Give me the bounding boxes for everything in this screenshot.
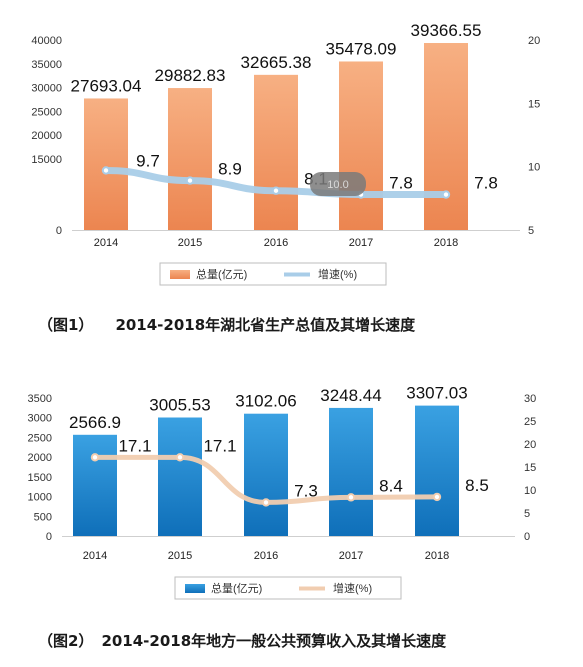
chart2-growth-point [175,453,185,462]
chart2-y-left-tick: 1000 [28,492,52,504]
chart1-y-left-tick: 40000 [31,35,62,47]
chart2-y-left-tick: 3500 [28,393,52,405]
chart1-tooltip-pill [310,172,366,196]
chart1-growth-label: 8.9 [218,160,242,179]
chart1-legend-line-label: 增速(%) [318,267,357,281]
chart1-growth-point [101,166,111,175]
chart1-y-left-tick: 35000 [31,59,62,71]
chart2-x-tick: 2014 [83,550,107,562]
chart1-growth-label: 7.8 [389,174,413,193]
chart2-legend-line-label: 增速(%) [333,581,372,595]
chart2-y-right-tick: 20 [524,439,536,451]
chart1-growth-label: 7.8 [474,174,498,193]
chart2-caption: （图2） 2014-2018年地方一般公共预算收入及其增长速度 [38,630,446,651]
chart1-y-right-tick: 5 [528,225,534,237]
chart1-caption: （图1） 2014-2018年湖北省生产总值及其增长速度 [38,314,415,335]
chart2-growth-label: 17.1 [118,436,151,455]
chart2-growth-point [346,493,356,502]
chart1-x-tick: 2014 [94,237,118,249]
chart1-y-left-tick: 0 [56,225,62,237]
chart2-legend-box [174,576,402,600]
chart2-caption-title: 2014-2018年地方一般公共预算收入及其增长速度 [101,632,447,650]
chart1-x-tick: 2017 [349,237,373,249]
chart1-bar [84,98,128,230]
chart1-legend-bar-label: 总量(亿元) [196,267,247,281]
chart2-y-right-tick: 0 [524,531,530,543]
chart1-bar-value-label: 27693.04 [71,76,142,95]
chart2-bar [73,434,117,536]
chart1-legend-bar-swatch [170,270,190,279]
chart1-y-right-tick: 20 [528,35,540,47]
chart1-bar [339,61,383,231]
chart2-x-tick: 2018 [425,550,449,562]
chart2-y-left-tick: 3000 [28,413,52,425]
chart2-legend-bar-label: 总量(亿元) [211,581,262,595]
chart2-bar [415,405,459,536]
chart2-bar-value-label: 3005.53 [149,395,210,414]
chart1-growth-point [441,190,451,199]
chart1-y-left-tick: 30000 [31,83,62,95]
chart2-growth-label: 8.4 [379,476,403,495]
chart2-bar [329,407,373,536]
chart2-growth-point [261,498,271,507]
chart2-growth-point [90,453,100,462]
chart2-caption-number: （图2） [38,632,94,650]
chart1-growth-label: 9.7 [136,151,160,170]
chart2-growth-label: 8.5 [465,476,489,495]
chart1-bar [424,43,468,231]
chart1-y-left-tick: 20000 [31,130,62,142]
chart1-tooltip-text: 10.0 [327,179,348,191]
chart2-bar [244,413,288,536]
chart1-x-tick: 2018 [434,237,458,249]
chart2-x-tick: 2017 [339,550,363,562]
chart2-growth-point [432,492,442,502]
chart1-caption-number: （图1） [38,316,94,334]
chart1-legend-box [159,262,387,286]
chart1-y-right-tick: 15 [528,98,540,110]
chart2-y-left-tick: 0 [46,531,52,543]
chart1-bar [254,74,298,230]
chart2-y-left-tick: 2000 [28,452,52,464]
chart2-x-tick: 2015 [168,550,192,562]
chart2-y-left-tick: 2500 [28,432,52,444]
chart1-bar [168,88,212,231]
chart2-bar-value-label: 2566.9 [69,413,121,432]
chart2-y-right-tick: 30 [524,393,536,405]
chart2-y-right-tick: 15 [524,462,536,474]
chart1-x-tick: 2015 [178,237,202,249]
chart1-x-tick: 2016 [264,237,288,249]
chart1-y-left-tick: 25000 [31,106,62,118]
chart1-growth-point [185,176,195,185]
chart2-y-left-tick: 500 [34,511,52,523]
chart1-y-left-tick: 15000 [31,154,62,166]
chart1-bar-value-label: 29882.83 [155,66,226,85]
chart2-bar-value-label: 3248.44 [320,386,381,405]
chart2-bar-value-label: 3307.03 [406,384,467,403]
chart2-bar [158,417,202,536]
chart2-y-left-tick: 1500 [28,472,52,484]
chart2-x-tick: 2016 [254,550,278,562]
chart1-bar-value-label: 32665.38 [241,53,312,72]
chart1-growth-point [271,186,281,195]
chart2-y-right-tick: 25 [524,416,536,428]
chart2-growth-label: 17.1 [203,436,236,455]
chart2-bar-value-label: 3102.06 [235,392,296,411]
chart1-bar-value-label: 39366.55 [411,21,482,40]
chart2-growth-label: 7.3 [294,481,318,500]
chart1-caption-title: 2014-2018年湖北省生产总值及其增长速度 [115,316,416,334]
chart2-y-right-tick: 10 [524,485,536,497]
chart1-y-right-tick: 10 [528,162,540,174]
chart2-y-right-tick: 5 [524,508,530,520]
chart2-legend-bar-swatch [185,584,205,593]
chart1-bar-value-label: 35478.09 [326,39,397,58]
